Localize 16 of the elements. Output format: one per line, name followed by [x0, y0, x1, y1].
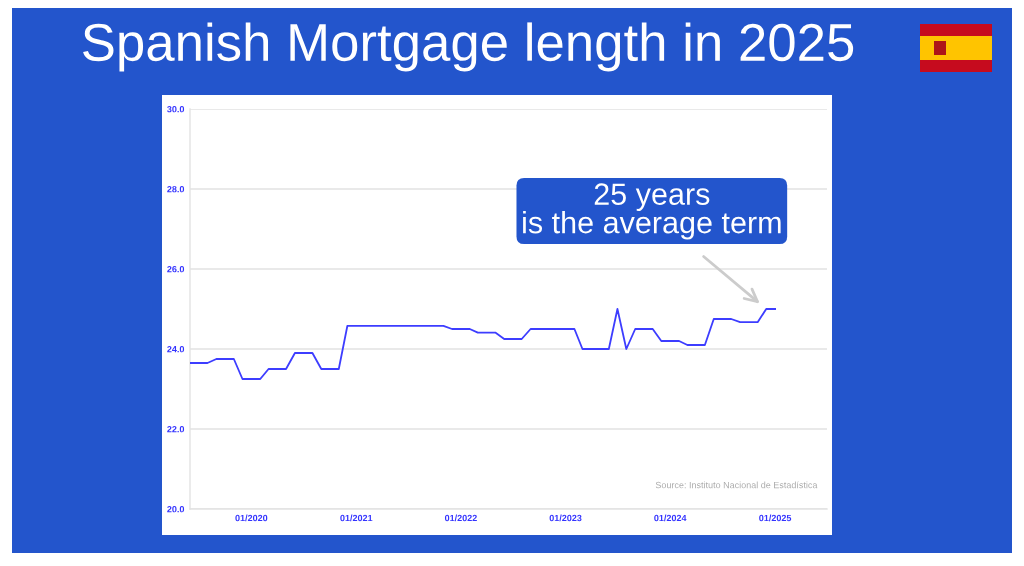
- y-tick-label: 20.0: [167, 505, 185, 513]
- y-tick-label: 22.0: [167, 425, 185, 433]
- line-series: [190, 308, 777, 380]
- y-tick-label: 28.0: [167, 185, 185, 193]
- annotation: 25 years is the average term: [523, 183, 781, 240]
- y-tick-label: 30.0: [167, 105, 185, 113]
- x-tick-label: 01/2025: [759, 514, 792, 522]
- y-tick-label: 26.0: [167, 265, 185, 273]
- annotation: Source: Instituto Nacional de Estadística: [655, 481, 818, 489]
- x-tick-label: 01/2023: [549, 514, 582, 522]
- y-tick-label: 24.0: [167, 345, 185, 353]
- chart-title: Spanish Mortgage length in 2025: [83, 22, 854, 72]
- x-tick-label: 01/2022: [444, 514, 477, 522]
- x-tick-label: 01/2024: [654, 514, 687, 522]
- x-tick-label: 01/2021: [340, 514, 373, 522]
- x-tick-label: 01/2020: [235, 514, 268, 522]
